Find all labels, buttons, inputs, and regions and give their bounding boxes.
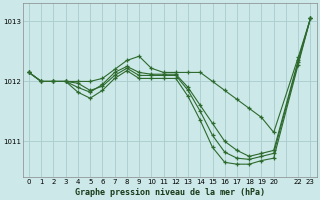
X-axis label: Graphe pression niveau de la mer (hPa): Graphe pression niveau de la mer (hPa) bbox=[75, 188, 265, 197]
